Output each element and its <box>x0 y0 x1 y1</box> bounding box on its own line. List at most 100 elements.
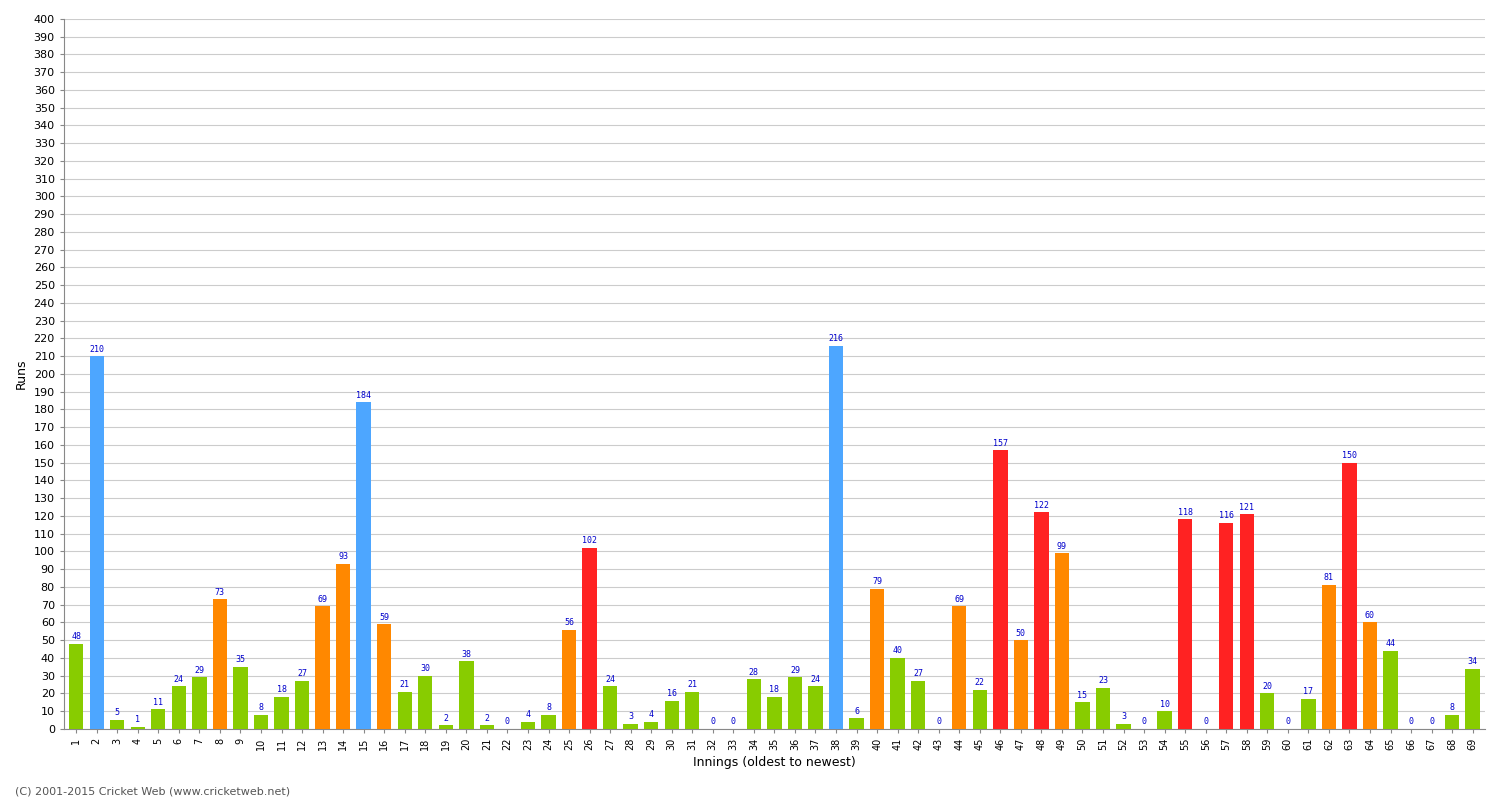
Bar <box>1383 651 1398 729</box>
Text: 22: 22 <box>975 678 986 687</box>
Text: 3: 3 <box>628 712 633 721</box>
Text: 8: 8 <box>258 703 264 712</box>
Text: 59: 59 <box>380 613 388 622</box>
Bar <box>686 692 699 729</box>
Bar <box>110 720 125 729</box>
Bar <box>624 723 638 729</box>
Bar <box>542 714 555 729</box>
X-axis label: Innings (oldest to newest): Innings (oldest to newest) <box>693 756 856 769</box>
Text: 8: 8 <box>1449 703 1455 712</box>
Y-axis label: Runs: Runs <box>15 358 28 390</box>
Text: 8: 8 <box>546 703 550 712</box>
Bar <box>69 644 84 729</box>
Text: 0: 0 <box>936 718 940 726</box>
Bar <box>1220 523 1233 729</box>
Bar <box>952 606 966 729</box>
Bar <box>234 666 248 729</box>
Bar <box>1178 519 1192 729</box>
Text: 50: 50 <box>1016 629 1026 638</box>
Text: 69: 69 <box>954 594 964 604</box>
Bar <box>870 589 885 729</box>
Bar <box>664 701 680 729</box>
Bar <box>1444 714 1460 729</box>
Bar <box>213 599 226 729</box>
Bar <box>1342 462 1356 729</box>
Text: 44: 44 <box>1386 639 1395 648</box>
Bar <box>849 718 864 729</box>
Bar <box>336 564 351 729</box>
Bar <box>376 624 392 729</box>
Text: 93: 93 <box>338 552 348 561</box>
Text: 210: 210 <box>88 345 104 354</box>
Bar <box>1014 640 1028 729</box>
Text: 27: 27 <box>914 670 922 678</box>
Text: (C) 2001-2015 Cricket Web (www.cricketweb.net): (C) 2001-2015 Cricket Web (www.cricketwe… <box>15 786 290 796</box>
Text: 81: 81 <box>1324 574 1334 582</box>
Text: 18: 18 <box>276 686 286 694</box>
Text: 73: 73 <box>214 588 225 597</box>
Bar <box>747 679 760 729</box>
Text: 0: 0 <box>730 718 736 726</box>
Bar <box>993 450 1008 729</box>
Text: 21: 21 <box>687 680 698 689</box>
Text: 56: 56 <box>564 618 574 627</box>
Text: 0: 0 <box>1408 718 1413 726</box>
Text: 99: 99 <box>1058 542 1066 550</box>
Text: 30: 30 <box>420 664 430 673</box>
Text: 24: 24 <box>604 674 615 684</box>
Text: 18: 18 <box>770 686 780 694</box>
Text: 17: 17 <box>1304 687 1314 696</box>
Bar <box>808 686 822 729</box>
Text: 29: 29 <box>195 666 204 674</box>
Text: 184: 184 <box>356 390 370 400</box>
Text: 2: 2 <box>444 714 448 722</box>
Text: 4: 4 <box>525 710 531 719</box>
Text: 11: 11 <box>153 698 164 706</box>
Text: 34: 34 <box>1467 657 1478 666</box>
Text: 0: 0 <box>1286 718 1290 726</box>
Bar <box>1158 711 1172 729</box>
Text: 4: 4 <box>648 710 654 719</box>
Text: 116: 116 <box>1218 511 1233 520</box>
Bar <box>644 722 658 729</box>
Text: 24: 24 <box>174 674 184 684</box>
Bar <box>419 676 432 729</box>
Bar <box>90 356 104 729</box>
Text: 0: 0 <box>1203 718 1208 726</box>
Bar <box>1239 514 1254 729</box>
Text: 0: 0 <box>1142 718 1146 726</box>
Text: 15: 15 <box>1077 690 1088 700</box>
Text: 121: 121 <box>1239 502 1254 511</box>
Text: 48: 48 <box>70 632 81 641</box>
Bar <box>438 726 453 729</box>
Bar <box>1076 702 1089 729</box>
Bar <box>582 548 597 729</box>
Bar <box>192 678 207 729</box>
Text: 6: 6 <box>853 706 859 716</box>
Text: 38: 38 <box>462 650 471 659</box>
Bar <box>459 662 474 729</box>
Bar <box>130 727 146 729</box>
Text: 21: 21 <box>399 680 410 689</box>
Bar <box>152 710 165 729</box>
Text: 157: 157 <box>993 438 1008 448</box>
Bar <box>1322 585 1336 729</box>
Bar <box>562 630 576 729</box>
Bar <box>891 658 904 729</box>
Text: 69: 69 <box>318 594 327 604</box>
Text: 40: 40 <box>892 646 903 655</box>
Bar <box>480 726 494 729</box>
Bar <box>910 681 926 729</box>
Bar <box>1260 694 1275 729</box>
Text: 0: 0 <box>711 718 716 726</box>
Text: 5: 5 <box>114 708 120 718</box>
Text: 2: 2 <box>484 714 489 722</box>
Bar <box>972 690 987 729</box>
Text: 0: 0 <box>506 718 510 726</box>
Text: 27: 27 <box>297 670 307 678</box>
Text: 16: 16 <box>666 689 676 698</box>
Text: 3: 3 <box>1120 712 1126 721</box>
Bar <box>1364 622 1377 729</box>
Bar <box>1096 688 1110 729</box>
Text: 35: 35 <box>236 655 246 664</box>
